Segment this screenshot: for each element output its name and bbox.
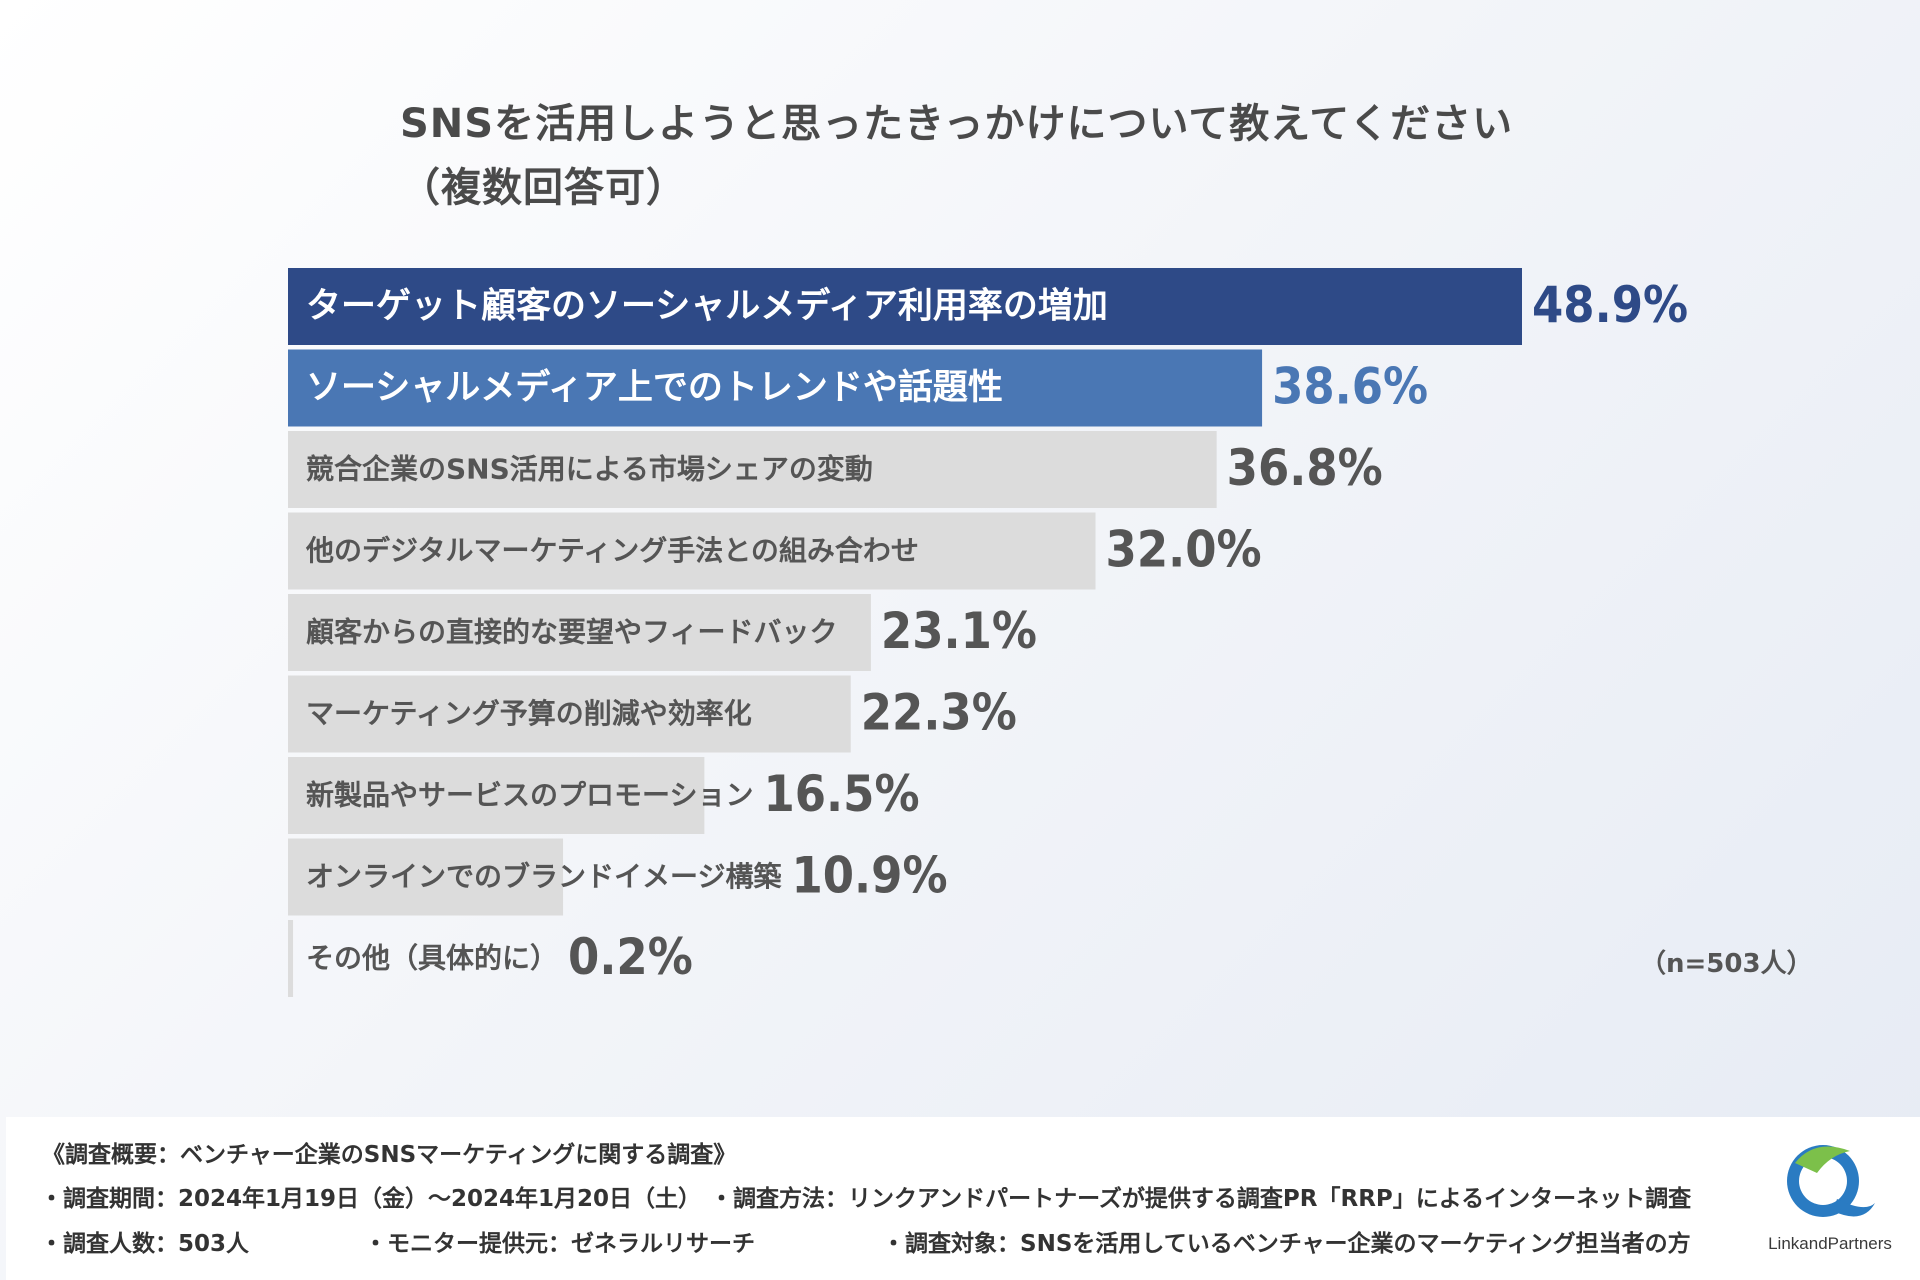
value-label-4: 23.1% [881, 602, 1037, 660]
bar-label-4: 顧客からの直接的な要望やフィードバック [306, 616, 837, 649]
survey-period: ・調査期間：2024年1月19日（金）〜2024年1月20日（土） [40, 1186, 702, 1212]
bar-5 [288, 675, 851, 753]
value-label-3: 32.0% [1106, 521, 1262, 579]
bar-2 [288, 431, 1217, 508]
chart-title-line2: （複数回答可） [400, 165, 687, 211]
bar-chart: ターゲット顧客のソーシャルメディア利用率の増加 48.9% ソーシャルメディア上での… [288, 268, 1688, 997]
survey-method: ・調査方法：リンクアンドパートナーズが提供する調査PR「RRP」によるインターネ… [710, 1186, 1692, 1212]
bar-6 [288, 757, 705, 834]
survey-target: ・調査対象：SNSを活用しているベンチャー企業のマーケティング担当者の方 [882, 1231, 1691, 1257]
bar-label-6: 新製品やサービスのプロモーション [306, 779, 753, 812]
bar-3 [288, 512, 1096, 590]
survey-summary-panel: 《調査概要：ベンチャー企業のSNSマーケティングに関する調査》 ・調査期間：20… [6, 1117, 1920, 1280]
bar-label-8: その他（具体的に） [306, 942, 558, 975]
value-label-7: 10.9% [791, 847, 947, 905]
value-label-6: 16.5% [763, 765, 919, 823]
value-label-2: 36.8% [1227, 439, 1383, 497]
bar-label-3: 他のデジタルマーケティング手法との組み合わせ [305, 534, 919, 567]
bar-label-1: ソーシャルメディア上でのトレンドや話題性 [306, 367, 1003, 408]
value-label-1: 38.6% [1272, 358, 1428, 416]
sample-size-note: （n=503人） [1640, 949, 1813, 979]
logo-wordmark: LinkandPartners [1768, 1234, 1892, 1253]
survey-heading: 《調査概要：ベンチャー企業のSNSマーケティングに関する調査》 [42, 1142, 737, 1168]
bar-4 [288, 594, 871, 671]
bar-label-2: 競合企業のSNS活用による市場シェアの変動 [306, 453, 873, 486]
bar-label-0: ターゲット顧客のソーシャルメディア利用率の増加 [306, 286, 1108, 327]
bar-label-5: マーケティング予算の削減や効率化 [306, 697, 752, 730]
value-label-5: 22.3% [861, 684, 1017, 742]
chart-title: SNSを活用しようと思ったきっかけについて教えてください （複数回答可） [400, 92, 1513, 220]
bar-label-7: オンラインでのブランドイメージ構築 [306, 860, 782, 893]
value-label-8: 0.2% [568, 928, 693, 986]
value-label-0: 48.9% [1532, 276, 1688, 334]
survey-provider: ・モニター提供元：ゼネラルリサーチ [364, 1231, 755, 1257]
link-and-partners-logo: LinkandPartners [1768, 1145, 1892, 1253]
survey-count: ・調査人数：503人 [40, 1231, 250, 1257]
bar-8 [288, 920, 294, 997]
bar-1 [288, 349, 1263, 427]
bar-7 [288, 838, 564, 916]
chart-title-line1: SNSを活用しようと思ったきっかけについて教えてください [400, 101, 1514, 147]
bar-0 [288, 268, 1522, 345]
